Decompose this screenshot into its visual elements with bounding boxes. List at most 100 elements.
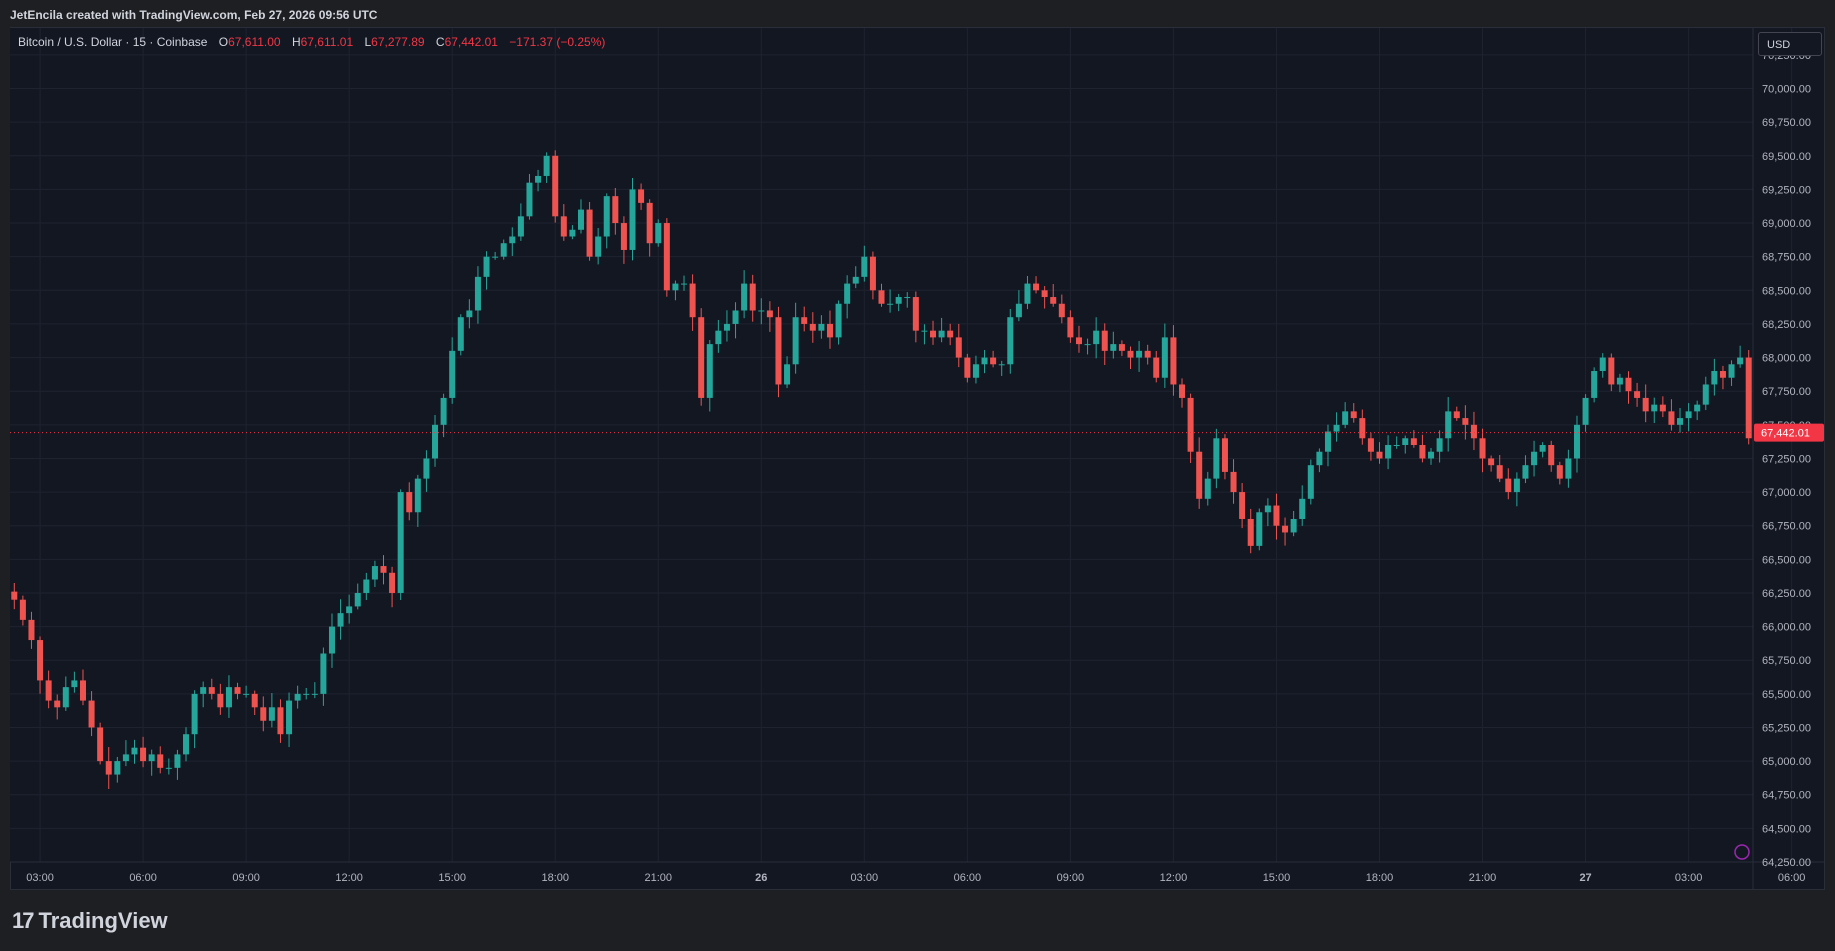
candle[interactable]	[380, 566, 387, 573]
candle[interactable]	[972, 364, 979, 378]
candle[interactable]	[784, 364, 791, 385]
candle[interactable]	[200, 687, 207, 694]
candle[interactable]	[1608, 357, 1615, 385]
candle[interactable]	[474, 276, 481, 311]
candle[interactable]	[981, 357, 988, 365]
candle[interactable]	[1067, 317, 1074, 338]
candle[interactable]	[629, 189, 636, 250]
candle[interactable]	[346, 606, 353, 614]
candle[interactable]	[1479, 438, 1486, 459]
candle[interactable]	[397, 492, 404, 593]
candle[interactable]	[268, 707, 275, 721]
candle[interactable]	[414, 478, 421, 513]
candle[interactable]	[1282, 525, 1289, 533]
candle[interactable]	[904, 297, 911, 299]
candle[interactable]	[998, 364, 1005, 366]
candle[interactable]	[1719, 371, 1726, 378]
candle[interactable]	[698, 317, 705, 398]
candle[interactable]	[560, 216, 567, 237]
candle[interactable]	[389, 572, 396, 593]
symbol-name[interactable]: Bitcoin / U.S. Dollar · 15 · Coinbase	[18, 35, 208, 49]
plot-area[interactable]	[10, 28, 1753, 862]
candle[interactable]	[217, 693, 224, 708]
candle[interactable]	[260, 707, 267, 721]
candle[interactable]	[646, 202, 653, 244]
candle[interactable]	[1230, 471, 1237, 493]
candle[interactable]	[1359, 418, 1366, 439]
candle[interactable]	[1702, 384, 1709, 405]
candle[interactable]	[586, 209, 593, 257]
candle[interactable]	[1470, 424, 1477, 439]
candle[interactable]	[432, 424, 439, 459]
candle[interactable]	[19, 599, 26, 620]
candle[interactable]	[363, 579, 370, 593]
candle[interactable]	[620, 223, 627, 250]
candle[interactable]	[243, 693, 250, 695]
candle[interactable]	[1685, 411, 1692, 419]
candle[interactable]	[1634, 391, 1641, 398]
candle[interactable]	[1385, 445, 1392, 459]
candle[interactable]	[234, 687, 241, 694]
candle[interactable]	[887, 303, 894, 305]
candle[interactable]	[1556, 465, 1563, 479]
candle[interactable]	[1179, 384, 1186, 398]
candle[interactable]	[1170, 337, 1177, 385]
candle[interactable]	[595, 236, 602, 257]
candle[interactable]	[277, 707, 284, 735]
candle[interactable]	[878, 290, 885, 304]
candle[interactable]	[801, 317, 808, 324]
candle[interactable]	[1625, 377, 1632, 392]
candle[interactable]	[1127, 350, 1134, 358]
candle[interactable]	[1410, 438, 1417, 445]
candle[interactable]	[1591, 371, 1598, 398]
candle[interactable]	[406, 492, 413, 513]
candle[interactable]	[1505, 478, 1512, 493]
candle[interactable]	[1041, 290, 1048, 298]
candle[interactable]	[225, 687, 232, 708]
candle[interactable]	[577, 209, 584, 230]
candle[interactable]	[809, 323, 816, 331]
candle[interactable]	[1058, 303, 1065, 318]
candle[interactable]	[165, 767, 172, 769]
candle[interactable]	[354, 592, 361, 607]
candle[interactable]	[1213, 438, 1220, 479]
candle[interactable]	[320, 653, 327, 694]
candle[interactable]	[1118, 344, 1125, 351]
candle[interactable]	[921, 330, 928, 332]
candle[interactable]	[1737, 357, 1744, 365]
candle[interactable]	[1256, 512, 1263, 546]
candle[interactable]	[526, 182, 533, 217]
candle[interactable]	[715, 330, 722, 345]
candle[interactable]	[1728, 364, 1735, 378]
candle[interactable]	[1745, 357, 1752, 439]
candle[interactable]	[105, 761, 112, 775]
candle[interactable]	[775, 317, 782, 385]
candle[interactable]	[45, 680, 52, 701]
candle[interactable]	[71, 680, 78, 688]
candle[interactable]	[818, 323, 825, 331]
candle[interactable]	[114, 761, 121, 775]
candle[interactable]	[1290, 518, 1297, 533]
candle[interactable]	[1651, 404, 1658, 412]
candle[interactable]	[1393, 445, 1400, 446]
candle[interactable]	[1333, 424, 1340, 432]
candle[interactable]	[1548, 445, 1555, 466]
candle[interactable]	[1445, 411, 1452, 439]
candle[interactable]	[371, 566, 378, 580]
candle[interactable]	[1299, 498, 1306, 519]
candle[interactable]	[131, 747, 138, 755]
candle[interactable]	[844, 283, 851, 304]
candle[interactable]	[706, 344, 713, 398]
candle[interactable]	[1573, 424, 1580, 459]
candle[interactable]	[938, 330, 945, 338]
candle[interactable]	[1273, 505, 1280, 526]
candle[interactable]	[1316, 451, 1323, 466]
candle[interactable]	[457, 317, 464, 351]
candle[interactable]	[723, 323, 730, 331]
candle[interactable]	[28, 619, 35, 641]
candle[interactable]	[1136, 350, 1143, 358]
candle[interactable]	[148, 754, 155, 762]
candle[interactable]	[1050, 297, 1057, 304]
candle[interactable]	[328, 626, 335, 654]
